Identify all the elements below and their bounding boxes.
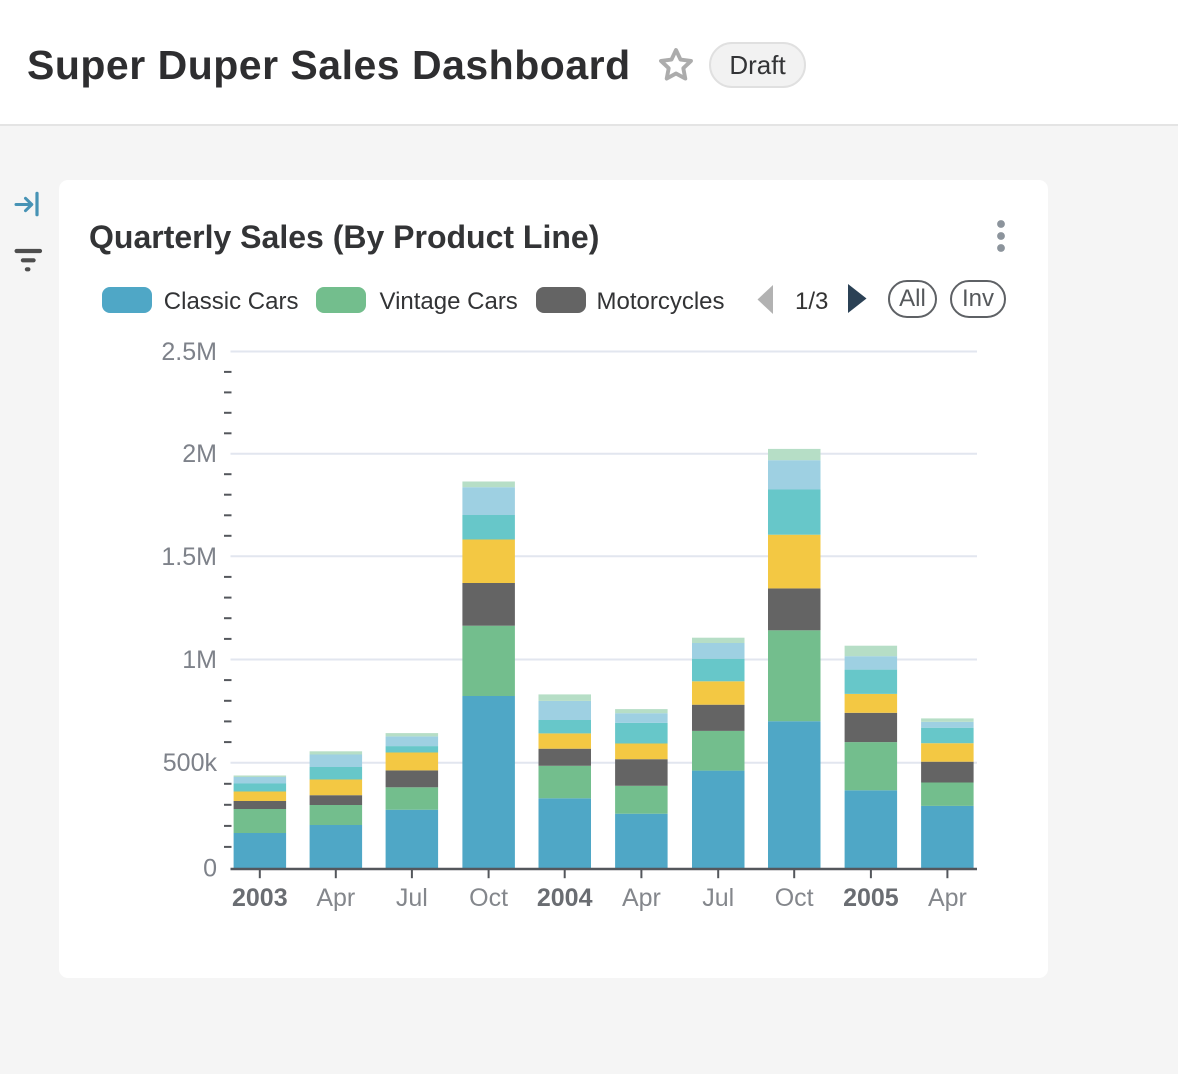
svg-text:1M: 1M <box>182 646 217 674</box>
svg-text:2.5M: 2.5M <box>161 338 217 366</box>
svg-text:Oct: Oct <box>469 884 508 912</box>
svg-text:2004: 2004 <box>537 884 593 912</box>
svg-text:Apr: Apr <box>316 884 355 912</box>
svg-text:2M: 2M <box>182 440 217 468</box>
svg-text:1.5M: 1.5M <box>161 543 217 571</box>
svg-text:0: 0 <box>203 855 217 883</box>
svg-text:Apr: Apr <box>928 884 967 912</box>
svg-text:Apr: Apr <box>622 884 661 912</box>
svg-text:2005: 2005 <box>843 884 899 912</box>
svg-text:2003: 2003 <box>232 884 288 912</box>
svg-text:500k: 500k <box>163 749 218 777</box>
svg-text:Oct: Oct <box>775 884 814 912</box>
svg-text:Jul: Jul <box>702 884 734 912</box>
svg-text:Jul: Jul <box>396 884 428 912</box>
